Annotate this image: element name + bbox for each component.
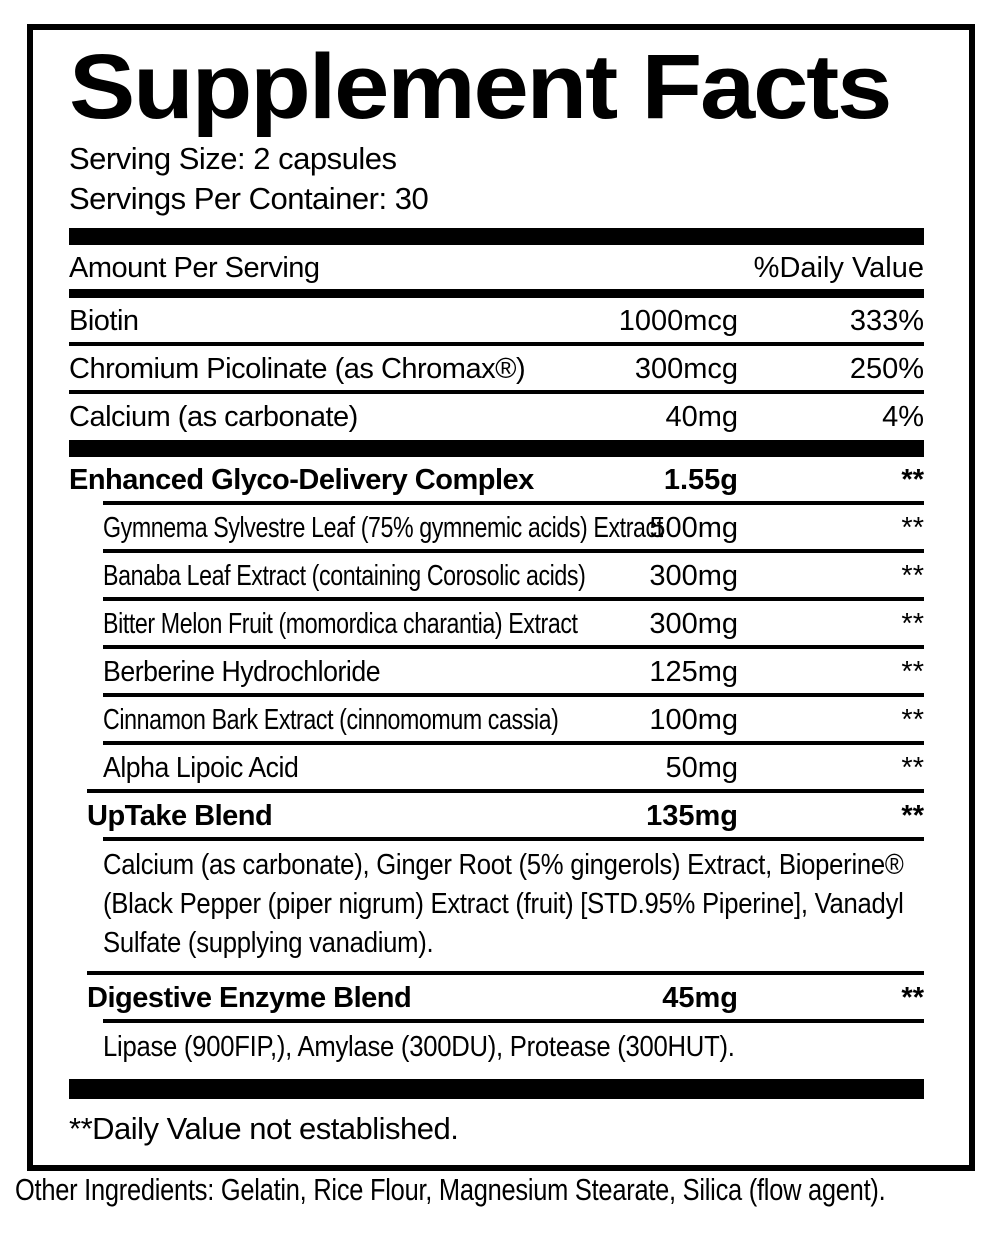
nutrient-dv: 250% [849,353,924,386]
nutrient-dv: 333% [849,305,924,338]
ingredient-amount: 50mg [665,752,738,785]
row-rule [103,597,924,602]
row-rule [103,693,924,698]
nutrient-row-calcium: Calcium (as carbonate) 40mg 4% [69,394,924,438]
row-rule [103,1019,924,1024]
blend-amount: 45mg [662,982,738,1015]
daily-value-label: %Daily Value [753,252,924,285]
ingredient-name: Alpha Lipoic Acid [103,752,588,785]
blend-dv: ** [901,982,924,1015]
row-rule [103,501,924,506]
row-rule [69,390,924,395]
nutrient-name: Biotin [69,305,139,338]
nutrient-amount: 300mcg [634,353,738,386]
blend-ingredient-row-gymnema: Gymnema Sylvestre Leaf (75% gymnemic aci… [69,505,924,549]
supplement-facts-panel: Supplement Facts Serving Size: 2 capsule… [27,24,975,1172]
ingredient-name: Cinnamon Bark Extract (cinnomomum cassia… [103,704,588,737]
ingredient-name-text: Gymnema Sylvestre Leaf (75% gymnemic aci… [103,512,663,545]
blend-name: Enhanced Glyco-Delivery Complex [69,464,534,497]
row-rule [87,789,924,794]
blend-ingredient-row-berberine: Berberine Hydrochloride 125mg ** [69,649,924,693]
ingredient-name: Bitter Melon Fruit (momordica charantia)… [103,608,588,641]
ingredient-dv: ** [901,752,924,785]
ingredient-dv: ** [901,560,924,593]
divider-bar-middle [69,440,924,458]
blend-amount: 1.55g [663,464,738,497]
servings-per-container: Servings Per Container: 30 [69,181,429,217]
row-rule [103,645,924,650]
blend-amount: 135mg [646,800,738,833]
ingredient-dv: ** [901,512,924,545]
blend-ingredient-row-cinnamon: Cinnamon Bark Extract (cinnomomum cassia… [69,697,924,741]
ingredient-name: Berberine Hydrochloride [103,656,588,689]
ingredient-name: Gymnema Sylvestre Leaf (75% gymnemic aci… [103,512,663,545]
nutrient-dv: 4% [882,401,924,434]
nutrient-row-biotin: Biotin 1000mcg 333% [69,298,924,342]
ingredient-name-text: Alpha Lipoic Acid [103,752,299,785]
row-rule [69,342,924,347]
row-rule [103,837,924,842]
ingredient-dv: ** [901,704,924,737]
nutrient-name: Calcium (as carbonate) [69,401,358,434]
ingredient-amount: 125mg [649,656,738,689]
amount-per-serving-label: Amount Per Serving [69,252,320,285]
ingredient-name-text: Bitter Melon Fruit (momordica charantia)… [103,608,578,641]
ingredient-amount: 100mg [649,704,738,737]
blend-ingredient-row-banaba: Banaba Leaf Extract (containing Corosoli… [69,553,924,597]
ingredient-name-text: Cinnamon Bark Extract (cinnomomum cassia… [103,704,559,737]
panel-title: Supplement Facts [69,36,892,138]
nutrient-amount: 40mg [665,401,738,434]
nutrient-row-chromium: Chromium Picolinate (as Chromax®) 300mcg… [69,346,924,390]
divider-bar-top [69,228,924,246]
row-rule [103,549,924,554]
blend-header-row-uptake: UpTake Blend 135mg ** [69,793,924,837]
daily-value-footnote: **Daily Value not established. [69,1111,459,1147]
ingredient-amount: 300mg [649,560,738,593]
nutrient-name: Chromium Picolinate (as Chromax®) [69,353,526,386]
blend-dv: ** [901,464,924,497]
row-rule [103,741,924,746]
ingredient-dv: ** [901,608,924,641]
row-rule [87,971,924,976]
blend-header-row-digestive: Digestive Enzyme Blend 45mg ** [69,975,924,1019]
ingredient-amount: 300mg [649,608,738,641]
ingredient-name: Banaba Leaf Extract (containing Corosoli… [103,560,588,593]
ingredient-name-text: Banaba Leaf Extract (containing Corosoli… [103,560,586,593]
blend-ingredient-row-alpha-lipoic: Alpha Lipoic Acid 50mg ** [69,745,924,789]
digestive-blend-description: Lipase (900FIP,), Amylase (300DU), Prote… [103,1031,735,1064]
blend-ingredient-row-bitter-melon: Bitter Melon Fruit (momordica charantia)… [69,601,924,645]
other-ingredients-text: Other Ingredients: Gelatin, Rice Flour, … [15,1172,886,1207]
ingredient-name-text: Berberine Hydrochloride [103,656,381,689]
ingredient-dv: ** [901,656,924,689]
divider-bar-bottom [69,1079,924,1100]
uptake-blend-description: Calcium (as carbonate), Ginger Root (5% … [103,849,904,960]
ingredient-amount: 500mg [649,512,738,545]
nutrient-amount: 1000mcg [618,305,738,338]
blend-dv: ** [901,800,924,833]
blend-name: Digestive Enzyme Blend [87,982,412,1015]
column-header-row: Amount Per Serving %Daily Value [69,245,924,289]
blend-name: UpTake Blend [87,800,273,833]
blend-header-row-glyco: Enhanced Glyco-Delivery Complex 1.55g ** [69,457,924,501]
serving-size: Serving Size: 2 capsules [69,141,397,177]
header-rule [69,289,924,299]
